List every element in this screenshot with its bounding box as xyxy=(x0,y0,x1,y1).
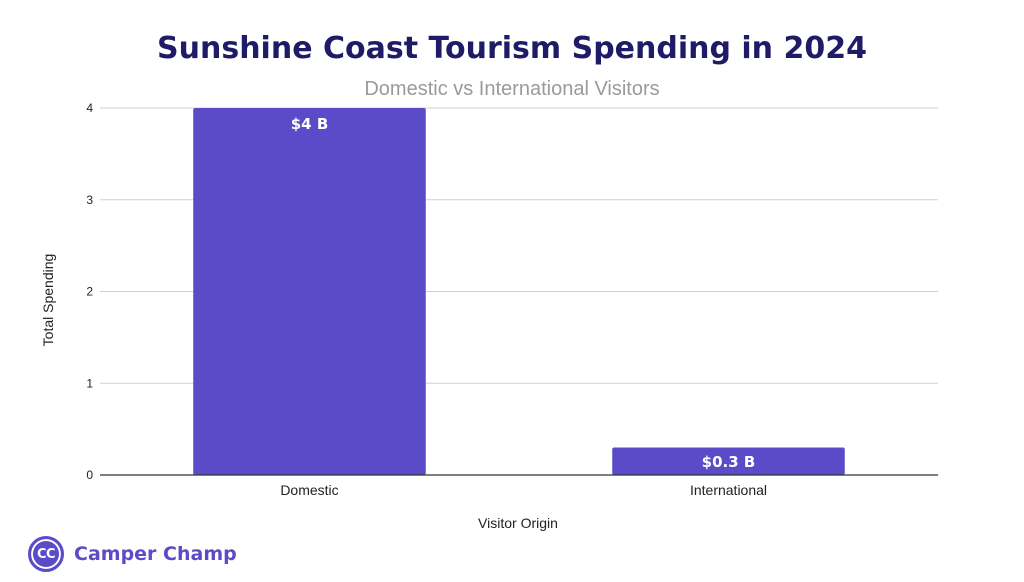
y-tick-label: 0 xyxy=(86,468,93,482)
logo-initials: CC xyxy=(36,546,56,562)
data-label-domestic: $4 B xyxy=(291,115,329,133)
bar-domestic xyxy=(193,108,426,475)
bar-international xyxy=(612,447,845,475)
brand-logo-block: CC Camper Champ xyxy=(28,536,237,572)
y-tick-label: 4 xyxy=(86,101,93,115)
bars xyxy=(193,108,845,475)
y-axis-ticks: 0 1 2 3 4 xyxy=(86,101,93,482)
x-tick-label-domestic: Domestic xyxy=(280,482,338,498)
y-tick-label: 3 xyxy=(86,193,93,207)
x-axis-title: Visitor Origin xyxy=(478,515,558,531)
x-tick-label-international: International xyxy=(690,482,767,498)
camper-champ-logo-icon: CC xyxy=(28,536,64,572)
y-axis-title: Total Spending xyxy=(40,254,56,347)
bar-data-labels: $4 B $0.3 B xyxy=(291,115,756,471)
brand-name: Camper Champ xyxy=(74,543,237,565)
chart-subtitle: Domestic vs International Visitors xyxy=(364,78,659,100)
data-label-international: $0.3 B xyxy=(702,453,756,471)
chart-title: Sunshine Coast Tourism Spending in 2024 xyxy=(157,31,867,66)
y-tick-label: 1 xyxy=(86,376,93,390)
y-tick-label: 2 xyxy=(86,285,93,299)
x-axis-ticks: Domestic International xyxy=(280,482,767,498)
